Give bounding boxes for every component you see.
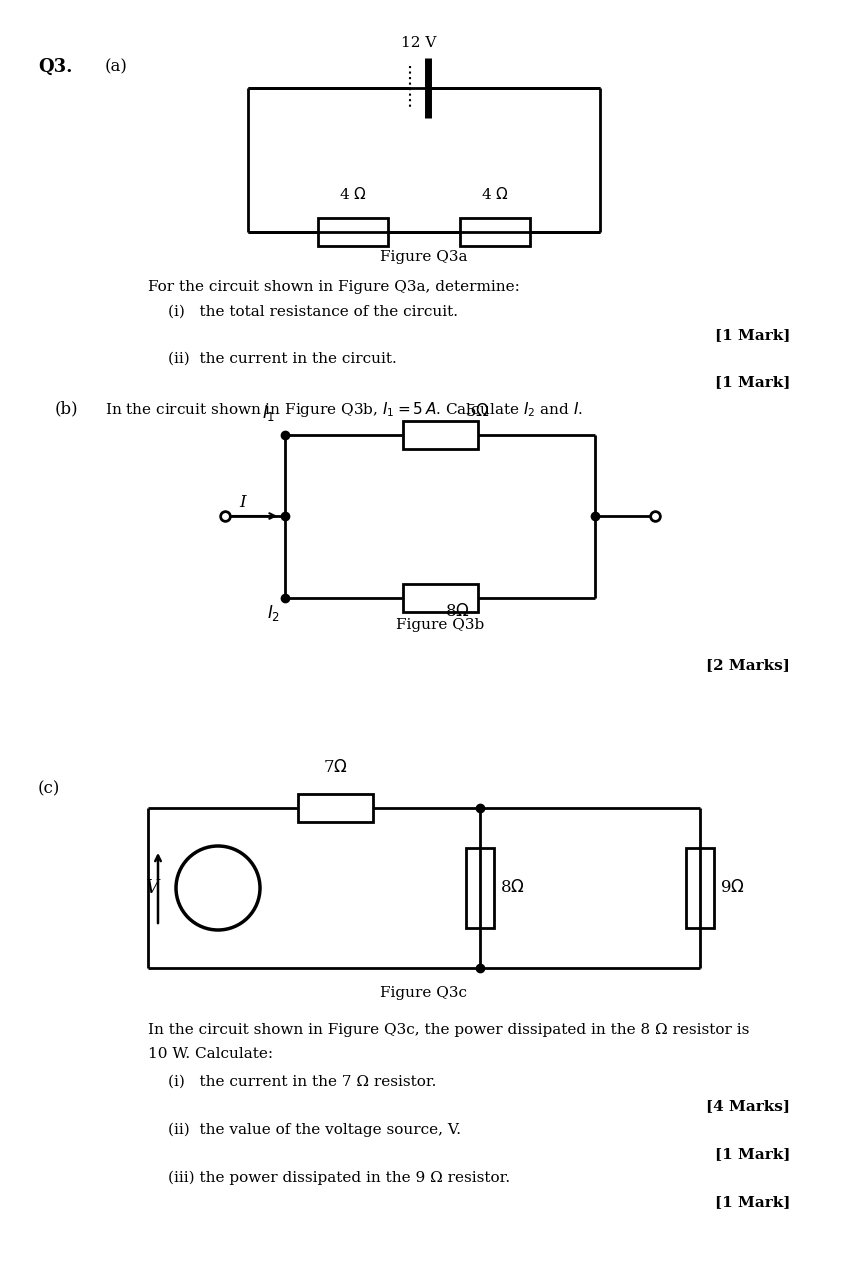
- Text: V: V: [145, 879, 158, 897]
- Text: 4 $\Omega$: 4 $\Omega$: [339, 186, 367, 202]
- Text: 7$\Omega$: 7$\Omega$: [323, 759, 348, 776]
- Text: 8$\Omega$: 8$\Omega$: [500, 879, 525, 897]
- Text: For the circuit shown in Figure Q3a, determine:: For the circuit shown in Figure Q3a, det…: [148, 279, 520, 293]
- Text: (i)   the current in the 7 Ω resistor.: (i) the current in the 7 Ω resistor.: [168, 1074, 436, 1088]
- Bar: [686, 849, 714, 928]
- Text: (ii)  the current in the circuit.: (ii) the current in the circuit.: [168, 352, 397, 366]
- Text: $I_2$: $I_2$: [267, 604, 280, 623]
- Text: Figure Q3c: Figure Q3c: [381, 986, 467, 1000]
- Text: Figure Q3a: Figure Q3a: [381, 250, 468, 264]
- Text: In the circuit shown in Figure Q3c, the power dissipated in the 8 Ω resistor is: In the circuit shown in Figure Q3c, the …: [148, 1023, 749, 1037]
- Text: [1 Mark]: [1 Mark]: [714, 1196, 790, 1208]
- Text: 9$\Omega$: 9$\Omega$: [720, 879, 745, 897]
- Text: [1 Mark]: [1 Mark]: [714, 328, 790, 342]
- Bar: [403, 584, 478, 612]
- Text: Q3.: Q3.: [38, 57, 73, 77]
- Text: (i)   the total resistance of the circuit.: (i) the total resistance of the circuit.: [168, 305, 458, 319]
- Bar: [318, 218, 388, 246]
- Text: [1 Mark]: [1 Mark]: [714, 1147, 790, 1161]
- Text: Figure Q3b: Figure Q3b: [396, 618, 484, 632]
- Bar: [460, 218, 530, 246]
- Bar: [466, 849, 494, 928]
- Text: 8$\Omega$: 8$\Omega$: [445, 604, 470, 620]
- Bar: [403, 421, 478, 449]
- Text: [1 Mark]: [1 Mark]: [714, 375, 790, 389]
- Text: 5$\Omega$: 5$\Omega$: [465, 403, 490, 420]
- Text: 12 V: 12 V: [401, 36, 437, 50]
- Text: $I_1$: $I_1$: [262, 403, 275, 424]
- Bar: [298, 794, 373, 822]
- Text: (a): (a): [105, 57, 127, 75]
- Text: (iii) the power dissipated in the 9 Ω resistor.: (iii) the power dissipated in the 9 Ω re…: [168, 1171, 510, 1185]
- Text: I: I: [239, 494, 246, 510]
- Text: (ii)  the value of the voltage source, V.: (ii) the value of the voltage source, V.: [168, 1123, 461, 1137]
- Text: In the circuit shown in Figure Q3b, $I_1 = 5\,A$. Calculate $I_2$ and $I$.: In the circuit shown in Figure Q3b, $I_1…: [105, 399, 583, 419]
- Text: (b): (b): [55, 399, 79, 417]
- Text: [4 Marks]: [4 Marks]: [706, 1099, 790, 1113]
- Text: [2 Marks]: [2 Marks]: [706, 658, 790, 672]
- Text: 4 $\Omega$: 4 $\Omega$: [481, 186, 509, 202]
- Text: (c): (c): [38, 780, 61, 798]
- Text: 10 W. Calculate:: 10 W. Calculate:: [148, 1048, 273, 1062]
